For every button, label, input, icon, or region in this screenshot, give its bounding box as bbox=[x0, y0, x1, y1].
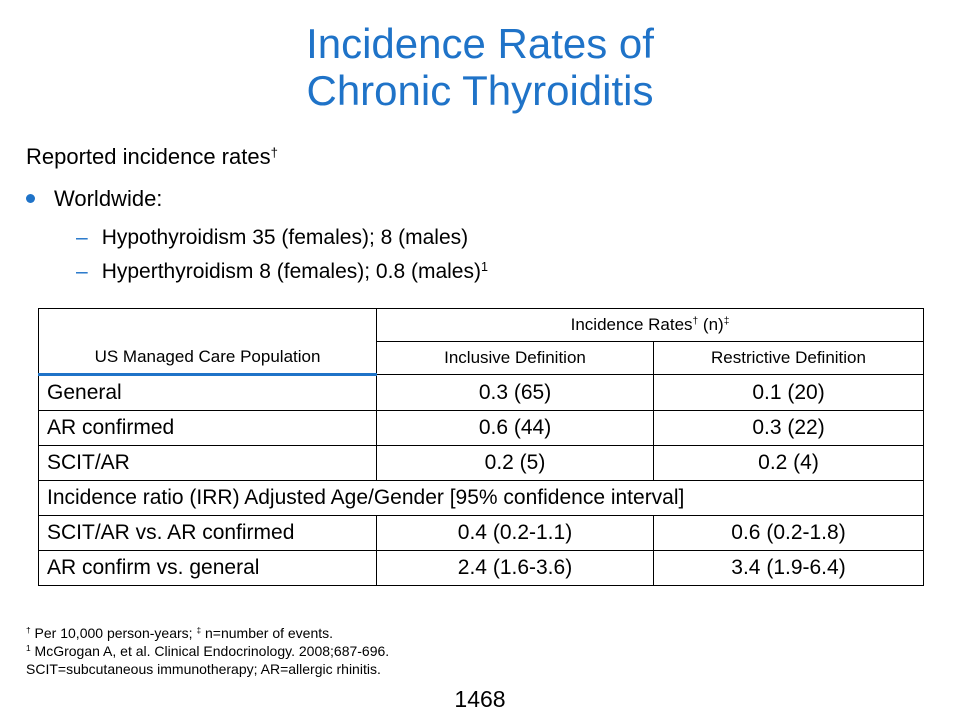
footnote-text: n=number of events. bbox=[201, 625, 334, 641]
ratio-header-row: Incidence ratio (IRR) Adjusted Age/Gende… bbox=[38, 480, 924, 516]
restrictive-value: 0.2 (4) bbox=[653, 445, 924, 481]
restrictive-value: 0.6 (0.2-1.8) bbox=[653, 515, 924, 551]
row-label: SCIT/AR vs. AR confirmed bbox=[38, 515, 377, 551]
footnote-mark: ‡ bbox=[196, 625, 202, 636]
bullet-worldwide: Worldwide: bbox=[26, 186, 162, 212]
intro-text: Reported incidence rates† bbox=[26, 144, 278, 170]
inclusive-value: 0.2 (5) bbox=[376, 445, 654, 481]
row-label: AR confirmed bbox=[38, 410, 377, 446]
inclusive-value: 0.4 (0.2-1.1) bbox=[376, 515, 654, 551]
slide-title: Incidence Rates of Chronic Thyroiditis bbox=[0, 20, 960, 114]
subitem-mark: 1 bbox=[480, 260, 488, 275]
footnote-3: SCIT=subcutaneous immunotherapy; AR=alle… bbox=[26, 661, 381, 677]
footnote-mark: 1 bbox=[26, 643, 31, 654]
intro-label: Reported incidence rates bbox=[26, 144, 271, 169]
table-row: SCIT/AR 0.2 (5) 0.2 (4) bbox=[38, 445, 924, 481]
table-subheader-row: Inclusive Definition Restrictive Definit… bbox=[39, 341, 924, 375]
population-header-text: US Managed Care Population bbox=[94, 347, 321, 366]
title-line-1: Incidence Rates of bbox=[306, 20, 654, 67]
inclusive-value: 0.6 (44) bbox=[376, 410, 654, 446]
restrictive-value: 0.1 (20) bbox=[653, 374, 924, 411]
table-row: SCIT/AR vs. AR confirmed 0.4 (0.2-1.1) 0… bbox=[38, 515, 924, 551]
subitem-text: Hypothyroidism 35 (females); 8 (males) bbox=[101, 226, 469, 249]
inclusive-value: 2.4 (1.6-3.6) bbox=[376, 550, 654, 586]
title-line-2: Chronic Thyroiditis bbox=[306, 67, 654, 114]
restrictive-header: Restrictive Definition bbox=[653, 341, 924, 375]
inclusive-value: 0.3 (65) bbox=[376, 374, 654, 411]
footnote-2: 1 McGrogan A, et al. Clinical Endocrinol… bbox=[26, 642, 389, 660]
footnotes: † Per 10,000 person-years; ‡ n=number of… bbox=[26, 624, 389, 678]
dagger-mark: † bbox=[270, 144, 278, 160]
row-label: AR confirm vs. general bbox=[38, 550, 377, 586]
dash-icon: – bbox=[76, 260, 88, 283]
table-row: AR confirm vs. general 2.4 (1.6-3.6) 3.4… bbox=[38, 550, 924, 586]
bullet-dot-icon bbox=[26, 193, 35, 203]
table-header-row: US Managed Care Population Incidence Rat… bbox=[38, 308, 924, 376]
restrictive-value: 0.3 (22) bbox=[653, 410, 924, 446]
incidence-table: US Managed Care Population Incidence Rat… bbox=[38, 308, 924, 586]
group-header-prefix: Incidence Rates bbox=[570, 315, 693, 334]
footnote-text: McGrogan A, et al. Clinical Endocrinolog… bbox=[30, 643, 390, 659]
group-header-mark2: ‡ bbox=[723, 316, 730, 328]
table-row: AR confirmed 0.6 (44) 0.3 (22) bbox=[38, 410, 924, 446]
restrictive-value: 3.4 (1.9-6.4) bbox=[653, 550, 924, 586]
subitem-hyperthyroidism: – Hyperthyroidism 8 (females); 0.8 (males… bbox=[76, 260, 488, 284]
population-header: US Managed Care Population bbox=[38, 308, 377, 376]
page-number: 1468 bbox=[454, 686, 506, 712]
footnote-mark: † bbox=[26, 625, 31, 636]
group-header-mark1: † bbox=[692, 316, 699, 328]
table-row: General 0.3 (65) 0.1 (20) bbox=[38, 374, 924, 411]
bullet-label: Worldwide: bbox=[54, 186, 163, 211]
row-label: General bbox=[38, 374, 377, 411]
footnote-1: † Per 10,000 person-years; ‡ n=number of… bbox=[26, 624, 389, 642]
footnote-text: Per 10,000 person-years; bbox=[30, 625, 197, 641]
incidence-rates-header: Incidence Rates† (n)‡ bbox=[376, 308, 924, 342]
dash-icon: – bbox=[76, 226, 88, 249]
row-label: SCIT/AR bbox=[38, 445, 377, 481]
inclusive-header: Inclusive Definition bbox=[376, 341, 654, 375]
subitem-text: Hyperthyroidism 8 (females); 0.8 (males) bbox=[101, 260, 481, 283]
subitem-hypothyroidism: – Hypothyroidism 35 (females); 8 (males) bbox=[76, 226, 468, 250]
group-header-middle: (n) bbox=[698, 315, 724, 334]
ratio-header: Incidence ratio (IRR) Adjusted Age/Gende… bbox=[38, 480, 924, 516]
